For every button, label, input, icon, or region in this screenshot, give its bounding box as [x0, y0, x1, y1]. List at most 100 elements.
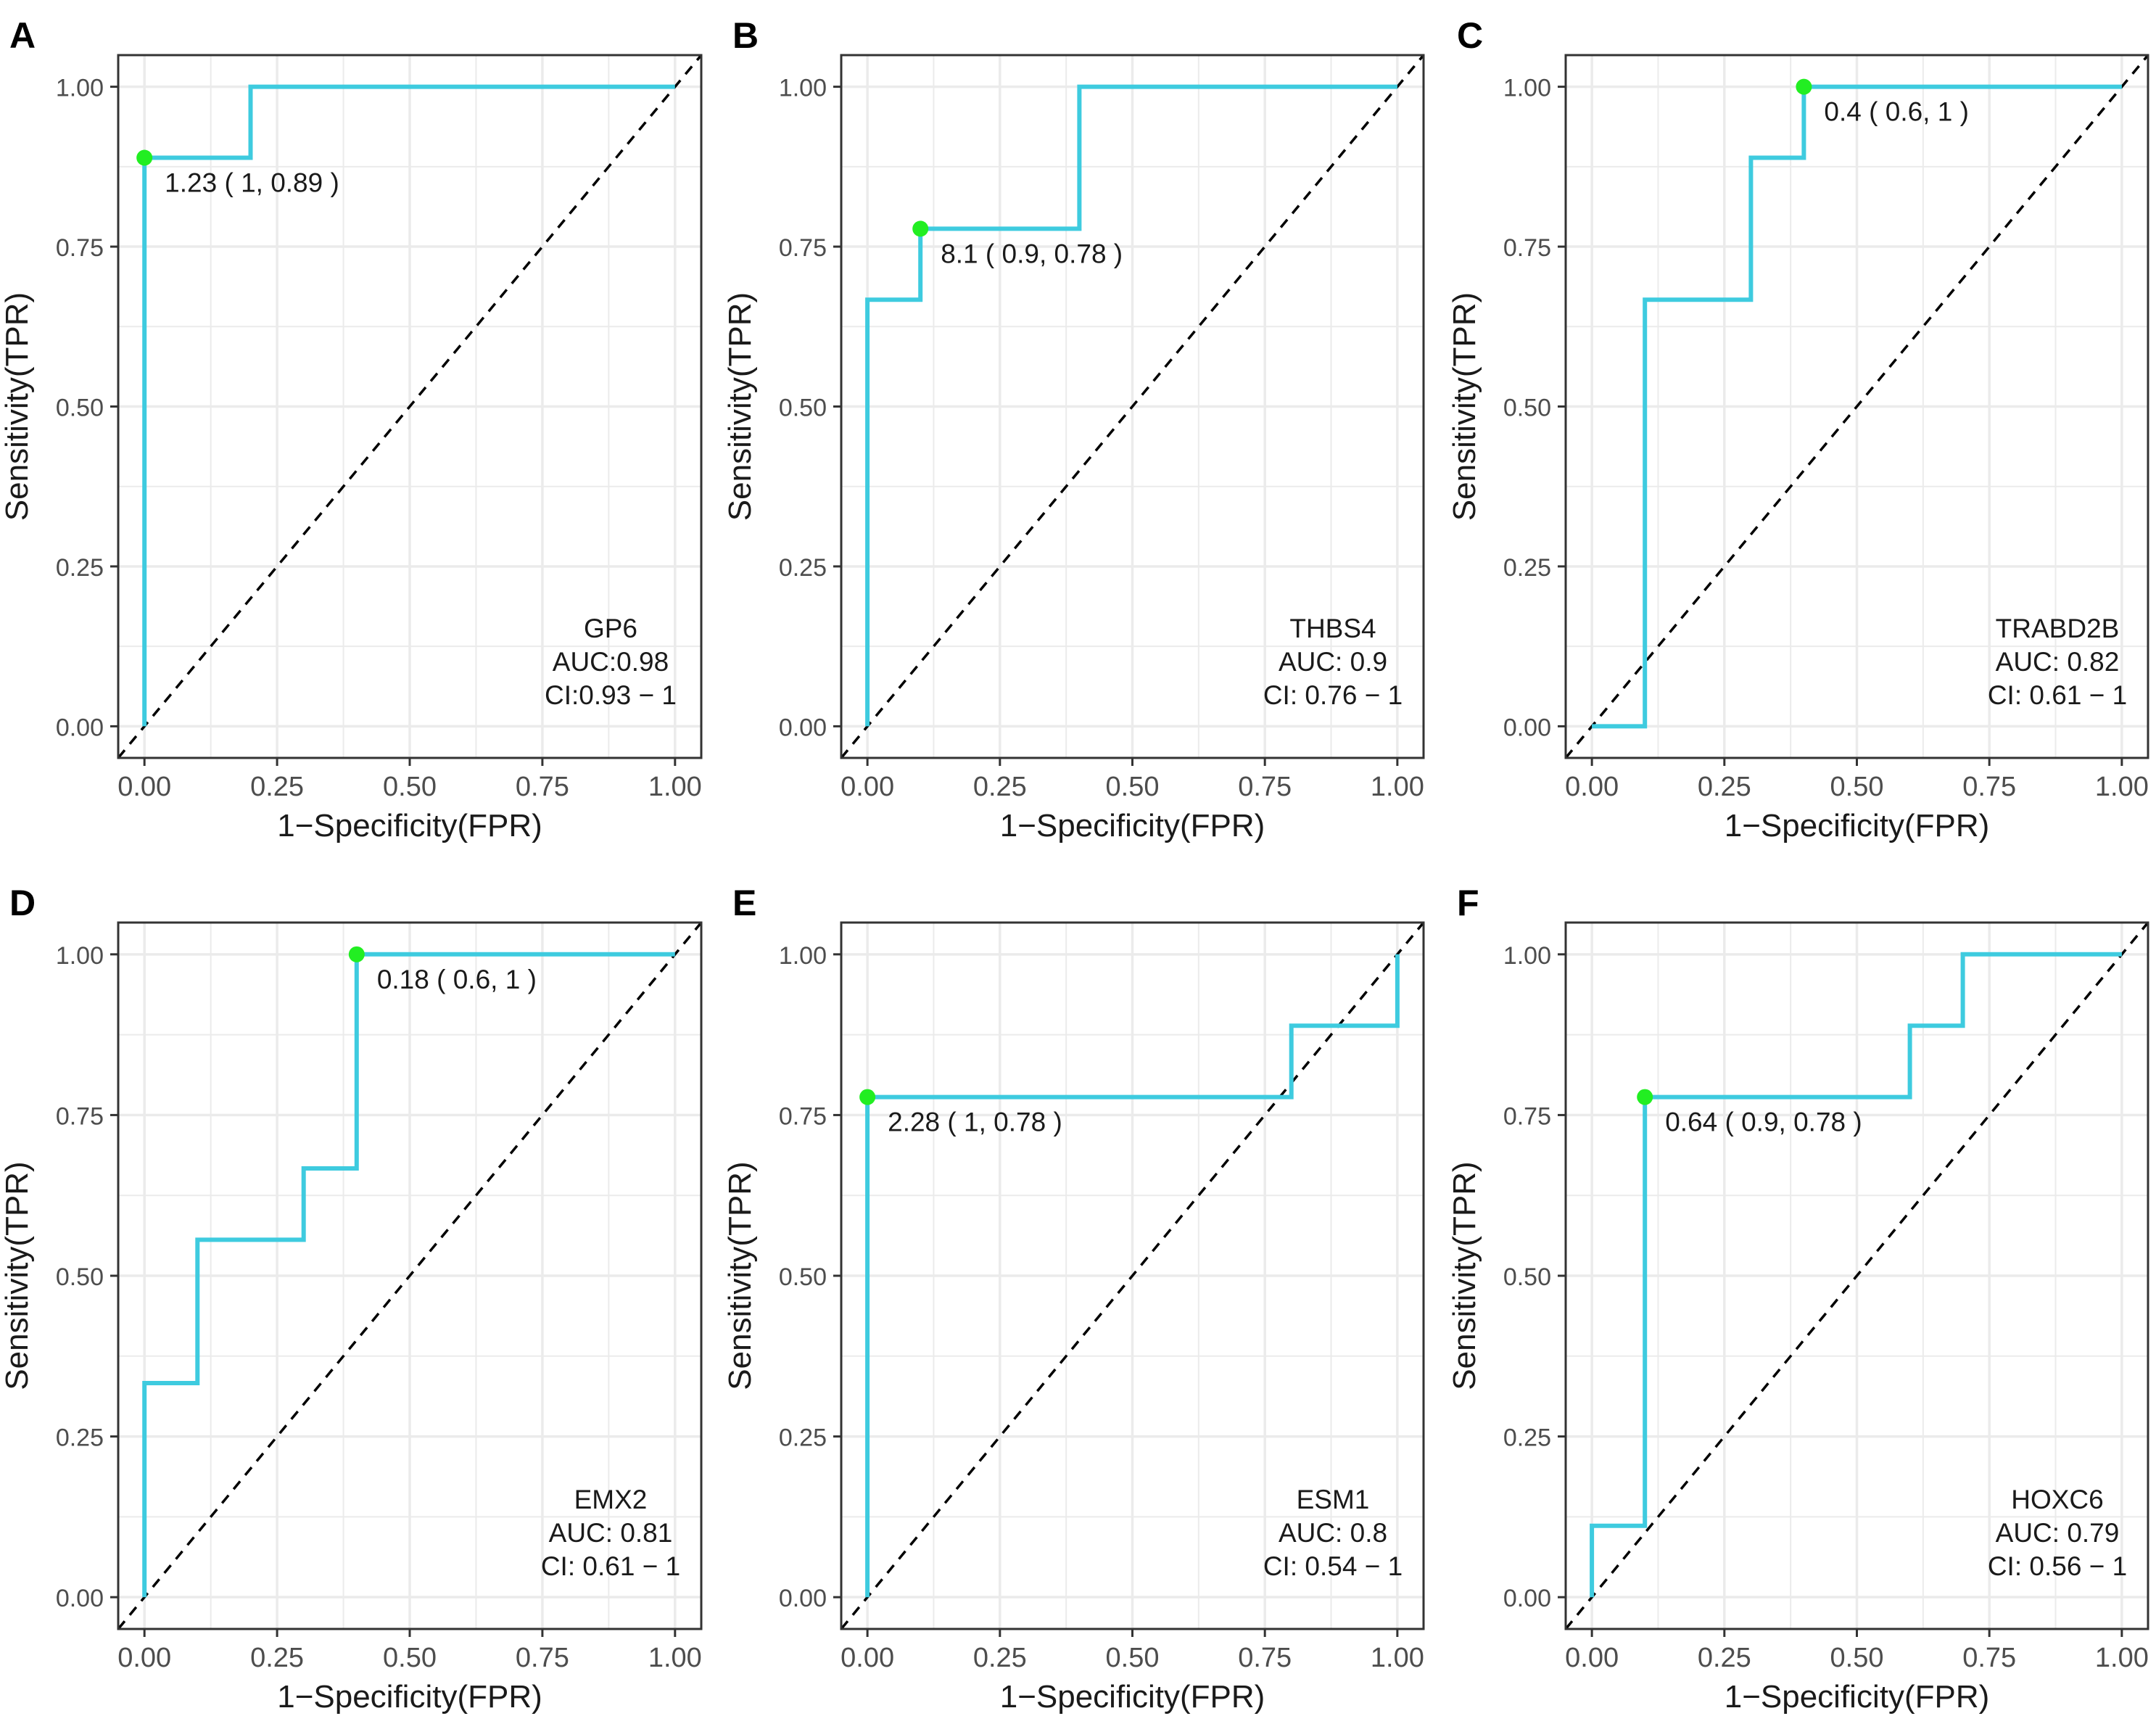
x-tick-label: 0.25 — [1698, 1643, 1751, 1673]
ci-label: CI: 0.54 − 1 — [1263, 1551, 1403, 1581]
x-axis-title: 1−Specificity(FPR) — [1000, 1679, 1265, 1715]
y-axis-title: Sensitivity(TPR) — [0, 292, 35, 521]
y-tick-label: 0.25 — [1503, 1424, 1551, 1452]
ci-label: CI:0.93 − 1 — [545, 680, 677, 710]
x-tick-label: 0.50 — [1830, 772, 1884, 802]
x-axis-title: 1−Specificity(FPR) — [1725, 1679, 1990, 1715]
x-tick-label: 1.00 — [2095, 1643, 2149, 1673]
best-threshold-point — [136, 149, 153, 166]
y-tick-label: 0.75 — [56, 234, 104, 262]
x-tick-label: 0.00 — [840, 772, 894, 802]
x-tick-label: 0.75 — [1962, 1643, 2016, 1673]
y-tick-label: 1.00 — [1503, 942, 1551, 970]
y-tick-label: 0.25 — [1503, 554, 1551, 582]
best-threshold-label: 0.64 ( 0.9, 0.78 ) — [1665, 1107, 1862, 1137]
best-threshold-label: 2.28 ( 1, 0.78 ) — [888, 1107, 1062, 1137]
panel-letter: C — [1457, 15, 1483, 56]
diagonal-reference-line — [840, 921, 1425, 1630]
roc-panel-b: 8.1 ( 0.9, 0.78 ) 0.00 0.25 0.50 0.75 1.00 0.0… — [722, 15, 1425, 843]
y-tick-label: 0.25 — [779, 554, 827, 582]
y-tick-label: 0.00 — [779, 1585, 827, 1612]
x-tick-label: 0.00 — [117, 772, 171, 802]
y-axis-title: Sensitivity(TPR) — [1447, 1161, 1482, 1390]
y-tick-label: 0.75 — [1503, 234, 1551, 262]
panel-letter: D — [9, 883, 36, 923]
roc-panel-f: 0.64 ( 0.9, 0.78 ) 0.00 0.25 0.50 0.75 1.00 0.… — [1447, 883, 2149, 1715]
x-tick-label: 1.00 — [1371, 772, 1424, 802]
y-tick-label: 0.25 — [56, 1424, 104, 1452]
y-tick-label: 0.00 — [56, 714, 104, 741]
diagonal-reference-line — [1564, 54, 2149, 759]
x-tick-label: 0.75 — [516, 772, 569, 802]
x-tick-label: 1.00 — [2095, 772, 2149, 802]
y-tick-label: 0.75 — [1503, 1102, 1551, 1130]
y-axis-title: Sensitivity(TPR) — [722, 292, 758, 521]
auc-label: AUC: 0.82 — [1996, 647, 2120, 677]
diagonal-reference-line — [117, 54, 703, 759]
x-tick-label: 0.75 — [1238, 772, 1292, 802]
y-tick-label: 1.00 — [56, 75, 104, 102]
x-tick-label: 0.25 — [973, 772, 1027, 802]
x-tick-label: 1.00 — [648, 1643, 702, 1673]
y-tick-label: 1.00 — [779, 75, 827, 102]
y-tick-label: 0.75 — [779, 234, 827, 262]
diagonal-reference-line — [840, 54, 1425, 759]
best-threshold-point — [1796, 78, 1812, 95]
x-tick-label: 0.50 — [383, 772, 437, 802]
x-axis-title: 1−Specificity(FPR) — [277, 1679, 542, 1715]
x-tick-label: 0.25 — [250, 772, 304, 802]
ci-label: CI: 0.76 − 1 — [1263, 680, 1403, 710]
x-tick-label: 0.75 — [1238, 1643, 1292, 1673]
gene-name-label: HOXC6 — [2011, 1485, 2103, 1514]
gene-name-label: GP6 — [584, 614, 637, 643]
gene-name-label: TRABD2B — [1996, 614, 2120, 643]
x-tick-label: 0.75 — [1962, 772, 2016, 802]
ci-label: CI: 0.61 − 1 — [541, 1551, 680, 1581]
panel-letter: A — [9, 15, 36, 56]
auc-label: AUC: 0.9 — [1279, 647, 1387, 677]
y-tick-label: 0.25 — [56, 554, 104, 582]
best-threshold-point — [1637, 1089, 1653, 1105]
y-tick-label: 0.50 — [1503, 1263, 1551, 1291]
x-tick-label: 0.00 — [840, 1643, 894, 1673]
y-tick-label: 1.00 — [1503, 75, 1551, 102]
x-tick-label: 0.25 — [250, 1643, 304, 1673]
y-tick-label: 0.50 — [56, 1263, 104, 1291]
ci-label: CI: 0.61 − 1 — [1988, 680, 2127, 710]
x-axis-title: 1−Specificity(FPR) — [277, 808, 542, 843]
gene-name-label: EMX2 — [574, 1485, 648, 1514]
x-tick-label: 0.50 — [1106, 1643, 1160, 1673]
y-tick-label: 0.25 — [779, 1424, 827, 1452]
x-axis-title: 1−Specificity(FPR) — [1000, 808, 1265, 843]
best-threshold-point — [912, 220, 929, 237]
ci-label: CI: 0.56 − 1 — [1988, 1551, 2127, 1581]
y-tick-label: 0.50 — [56, 395, 104, 422]
x-tick-label: 0.50 — [1106, 772, 1160, 802]
auc-label: AUC:0.98 — [553, 647, 669, 677]
y-tick-label: 1.00 — [779, 942, 827, 970]
best-threshold-point — [348, 946, 365, 962]
diagonal-reference-line — [117, 921, 703, 1630]
y-tick-label: 0.50 — [779, 395, 827, 422]
x-tick-label: 0.25 — [973, 1643, 1027, 1673]
panel-letter: E — [732, 883, 756, 923]
roc-panel-e: 2.28 ( 1, 0.78 ) 0.00 0.25 0.50 0.75 1.00 0.00… — [722, 883, 1425, 1715]
y-axis-title: Sensitivity(TPR) — [722, 1161, 758, 1390]
roc-curve — [1592, 84, 2122, 729]
y-tick-label: 0.75 — [56, 1102, 104, 1130]
roc-curve — [865, 954, 1400, 1598]
y-tick-label: 0.50 — [1503, 395, 1551, 422]
best-threshold-label: 0.18 ( 0.6, 1 ) — [377, 965, 537, 994]
gene-name-label: THBS4 — [1289, 614, 1376, 643]
x-tick-label: 1.00 — [648, 772, 702, 802]
roc-panel-d: 0.18 ( 0.6, 1 ) 0.00 0.25 0.50 0.75 1.00 0.00 0… — [0, 883, 703, 1715]
x-tick-label: 0.25 — [1698, 772, 1751, 802]
auc-label: AUC: 0.8 — [1279, 1518, 1387, 1548]
panel-letter: F — [1457, 883, 1479, 923]
roc-panel-c: 0.4 ( 0.6, 1 ) 0.00 0.25 0.50 0.75 1.00 0.00 0.… — [1447, 15, 2149, 843]
roc-curve — [1590, 952, 2122, 1598]
gene-name-label: ESM1 — [1297, 1485, 1370, 1514]
x-tick-label: 0.50 — [383, 1643, 437, 1673]
y-tick-label: 0.00 — [779, 714, 827, 741]
